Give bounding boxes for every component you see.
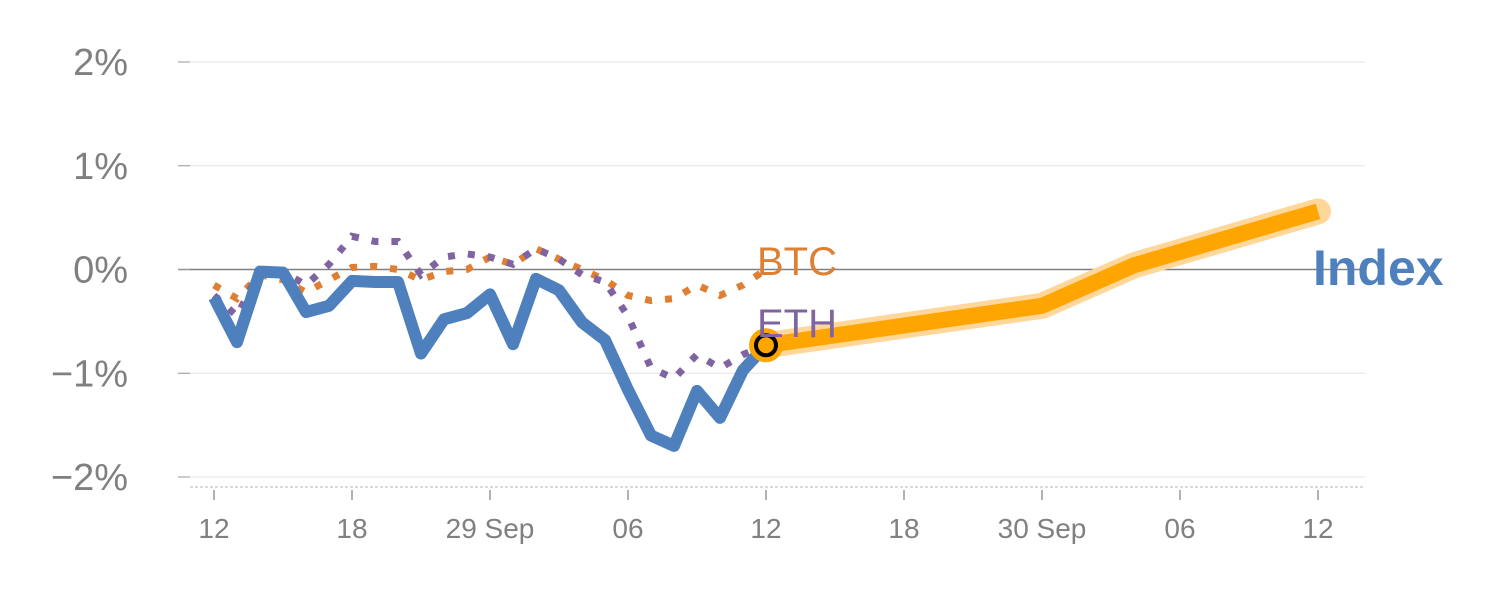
x-tick-label: 12 (750, 513, 781, 544)
x-tick-label: 06 (612, 513, 643, 544)
x-tick-label: 18 (336, 513, 367, 544)
x-axis: 12 18 29 Sep 06 12 18 30 Sep 06 12 (190, 486, 1365, 544)
y-tick-label: −2% (51, 457, 128, 499)
x-tick-label: 12 (1302, 513, 1333, 544)
x-tick-label: 29 Sep (446, 513, 535, 544)
y-tick-label: 2% (73, 42, 128, 84)
x-tick-label: 12 (198, 513, 229, 544)
index-line (208, 265, 771, 452)
x-tick-label: 18 (888, 513, 919, 544)
index-label: Index (1313, 240, 1444, 296)
y-tick-label: 0% (73, 250, 128, 292)
x-tick-label: 06 (1164, 513, 1195, 544)
current-point-marker (749, 328, 783, 363)
series-labels: BTC ETH Index (757, 240, 1444, 346)
y-axis: 2% 1% 0% −1% −2% (51, 42, 190, 499)
series-lines (208, 198, 1331, 452)
y-tick-label: 1% (73, 146, 128, 188)
projection-line (764, 203, 1321, 354)
y-tick-label: −1% (51, 353, 128, 395)
btc-label: BTC (757, 240, 837, 284)
eth-line (211, 232, 768, 383)
current-point-ring (754, 333, 778, 358)
eth-label: ETH (757, 302, 837, 346)
x-tick-label: 30 Sep (998, 513, 1087, 544)
